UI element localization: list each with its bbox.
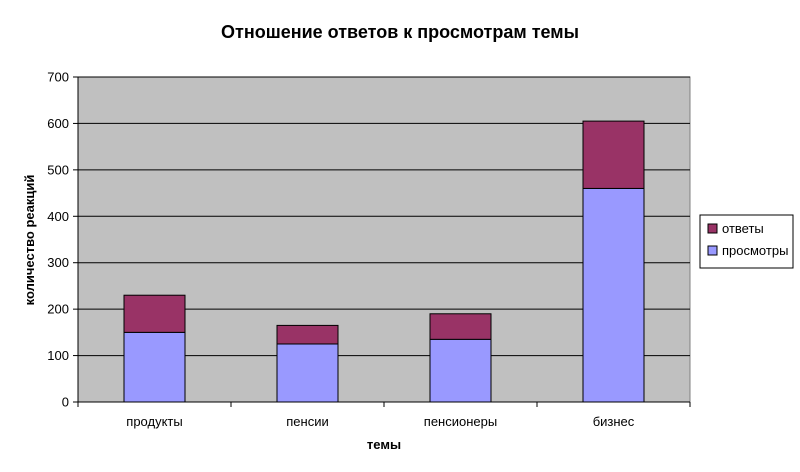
- x-tick-label: пенсии: [286, 414, 328, 429]
- bar-prosmotry-1: [276, 343, 339, 403]
- y-tick-label: 100: [47, 348, 69, 363]
- chart-title: Отношение ответов к просмотрам темы: [221, 22, 579, 42]
- bar-otvety-0: [123, 294, 186, 333]
- bar-otvety-3: [582, 120, 645, 189]
- y-tick-label: 0: [62, 395, 69, 410]
- legend: ответы просмотры: [699, 214, 794, 269]
- bar-prosmotry-2: [429, 338, 492, 403]
- legend-label: просмотры: [722, 243, 788, 258]
- y-tick-label: 300: [47, 255, 69, 270]
- y-axis-label: количество реакций: [22, 175, 37, 306]
- bar-prosmotry-3: [582, 187, 645, 403]
- x-axis-label: темы: [367, 437, 401, 452]
- x-tick-label: бизнес: [593, 414, 635, 429]
- y-tick-label: 600: [47, 116, 69, 131]
- y-tick-label: 400: [47, 209, 69, 224]
- plot-area: 0 100 200 300 400 500 600 700 продукты пенсии пенс…: [47, 70, 691, 429]
- legend-label: ответы: [722, 221, 764, 236]
- legend-swatch-prosmotry: [707, 245, 718, 256]
- y-tick-label: 200: [47, 302, 69, 317]
- legend-swatch-otvety: [707, 223, 718, 234]
- bar-otvety-1: [276, 324, 339, 345]
- x-tick-label: пенсионеры: [424, 414, 497, 429]
- bar-otvety-2: [429, 313, 492, 340]
- x-tick-label: продукты: [126, 414, 182, 429]
- bar-prosmotry-0: [123, 331, 186, 403]
- y-tick-label: 700: [47, 70, 69, 85]
- y-tick-label: 500: [47, 162, 69, 177]
